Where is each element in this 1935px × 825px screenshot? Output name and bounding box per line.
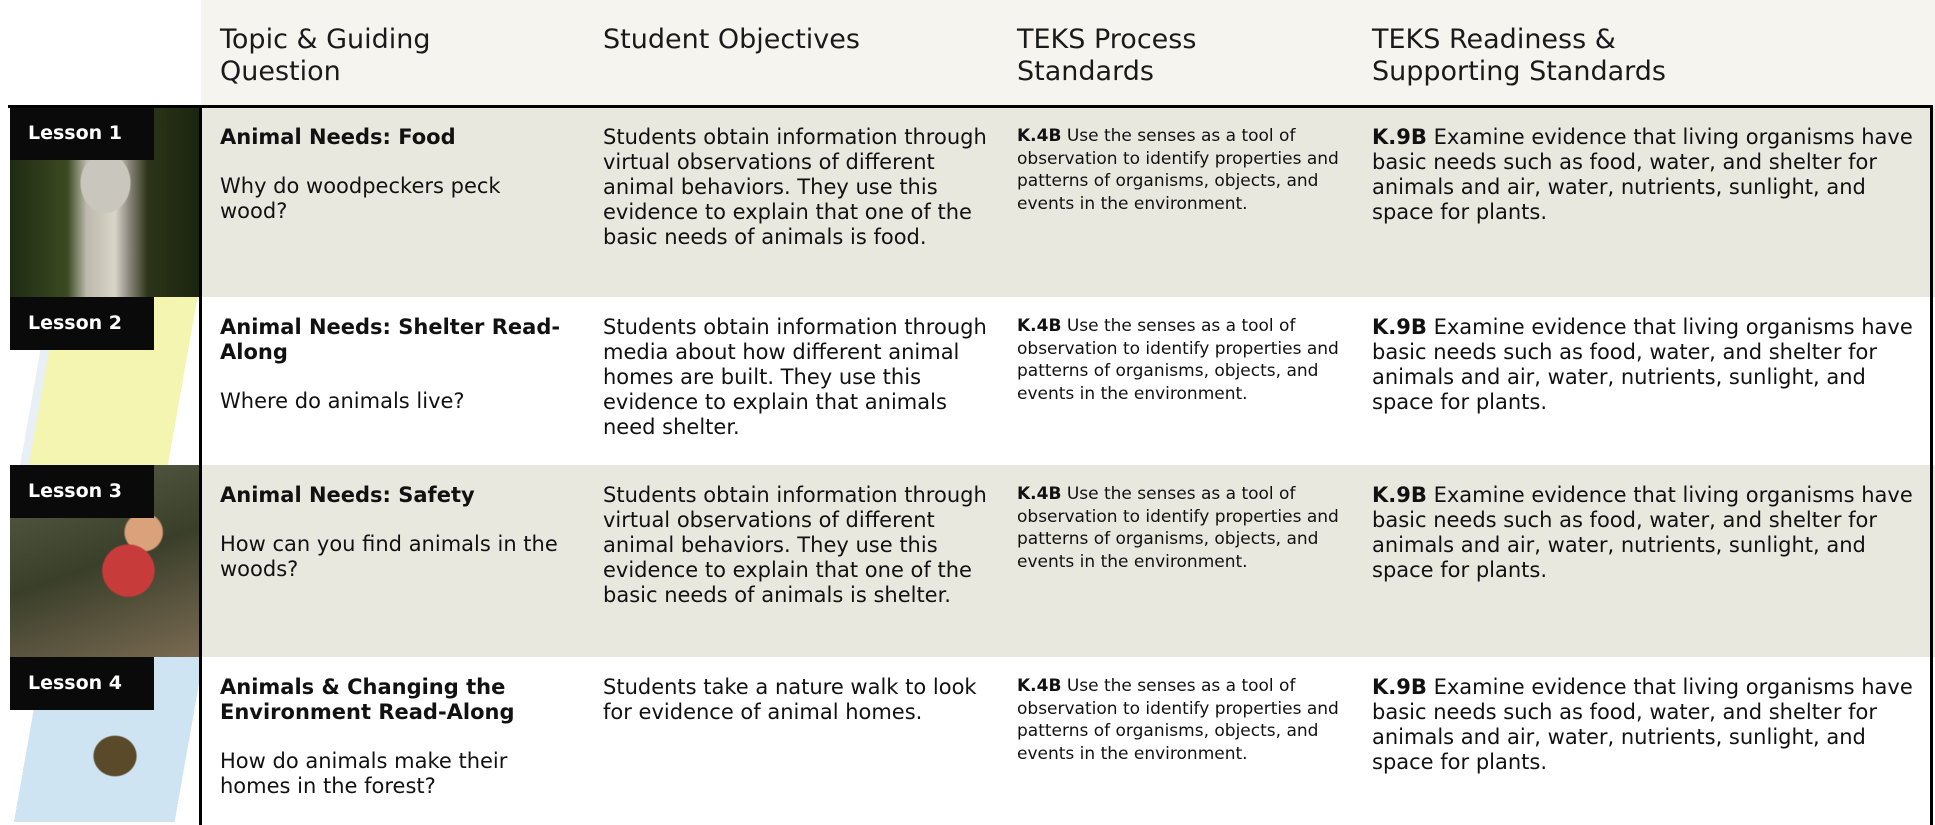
topic-cell: Animal Needs: Shelter Read-Along Where do… — [220, 297, 570, 414]
standard-code: K.9B — [1372, 675, 1427, 699]
objectives-cell: Students take a nature walk to look for … — [603, 675, 977, 724]
process-cell: K.4B Use the senses as a tool of observa… — [1017, 107, 1347, 215]
row-background — [201, 657, 1935, 822]
column-header: TEKS Readiness & Supporting Standards — [1372, 24, 1666, 87]
lesson-title: Animal Needs: Shelter Read-Along — [220, 315, 561, 364]
lesson-title: Animal Needs: Safety — [220, 483, 475, 507]
standard-code: K.9B — [1372, 125, 1427, 149]
standard-code: K.4B — [1017, 484, 1062, 504]
standard-text: Use the senses as a tool of observation … — [1017, 484, 1339, 572]
objectives-cell: Students obtain information through virt… — [603, 125, 987, 249]
objectives-cell: Students obtain information through medi… — [603, 315, 987, 439]
row-background — [201, 107, 1935, 297]
lesson-label: Lesson 4 — [10, 657, 154, 710]
objectives-cell: Students obtain information through virt… — [603, 483, 987, 607]
header — [201, 0, 1935, 107]
standard-code: K.4B — [1017, 676, 1062, 696]
table-border — [199, 105, 1933, 825]
row-background — [201, 465, 1935, 657]
column-header: TEKS Process Standards — [1017, 24, 1197, 87]
standard-text: Use the senses as a tool of observation … — [1017, 676, 1339, 764]
lesson-label: Lesson 1 — [10, 107, 154, 160]
standard-text: Use the senses as a tool of observation … — [1017, 316, 1339, 404]
lesson-label: Lesson 2 — [10, 297, 154, 350]
process-cell: K.4B Use the senses as a tool of observa… — [1017, 657, 1347, 765]
row-background — [201, 297, 1935, 465]
process-cell: K.4B Use the senses as a tool of observa… — [1017, 465, 1347, 573]
readiness-cell: K.9B Examine evidence that living organi… — [1372, 657, 1927, 775]
topic-cell: Animal Needs: Food Why do woodpeckers pec… — [220, 107, 570, 224]
standard-code: K.9B — [1372, 483, 1427, 507]
guiding-question: Where do animals live? — [220, 389, 465, 413]
lesson-title: Animals & Changing the Environment Read-… — [220, 675, 515, 724]
column-header: Topic & Guiding Question — [220, 24, 431, 87]
standard-text: Examine evidence that living organisms h… — [1372, 315, 1913, 414]
process-cell: K.4B Use the senses as a tool of observa… — [1017, 297, 1347, 405]
standard-text: Examine evidence that living organisms h… — [1372, 675, 1913, 774]
standard-code: K.4B — [1017, 316, 1062, 336]
standard-text: Use the senses as a tool of observation … — [1017, 126, 1339, 214]
readiness-cell: K.9B Examine evidence that living organi… — [1372, 107, 1927, 225]
guiding-question: Why do woodpeckers peck wood? — [220, 174, 501, 223]
topic-cell: Animal Needs: Safety How can you find ani… — [220, 465, 570, 582]
table-border-left — [8, 105, 201, 108]
standard-text: Examine evidence that living organisms h… — [1372, 483, 1913, 582]
standard-code: K.4B — [1017, 126, 1062, 146]
lesson-label: Lesson 3 — [10, 465, 154, 518]
readiness-cell: K.9B Examine evidence that living organi… — [1372, 297, 1927, 415]
column-header: Student Objectives — [603, 24, 860, 55]
readiness-cell: K.9B Examine evidence that living organi… — [1372, 465, 1927, 583]
lesson-title: Animal Needs: Food — [220, 125, 456, 149]
guiding-question: How do animals make their homes in the f… — [220, 749, 508, 798]
topic-cell: Animals & Changing the Environment Read-… — [220, 657, 570, 799]
standard-text: Examine evidence that living organisms h… — [1372, 125, 1913, 224]
standard-code: K.9B — [1372, 315, 1427, 339]
guiding-question: How can you find animals in the woods? — [220, 532, 558, 581]
